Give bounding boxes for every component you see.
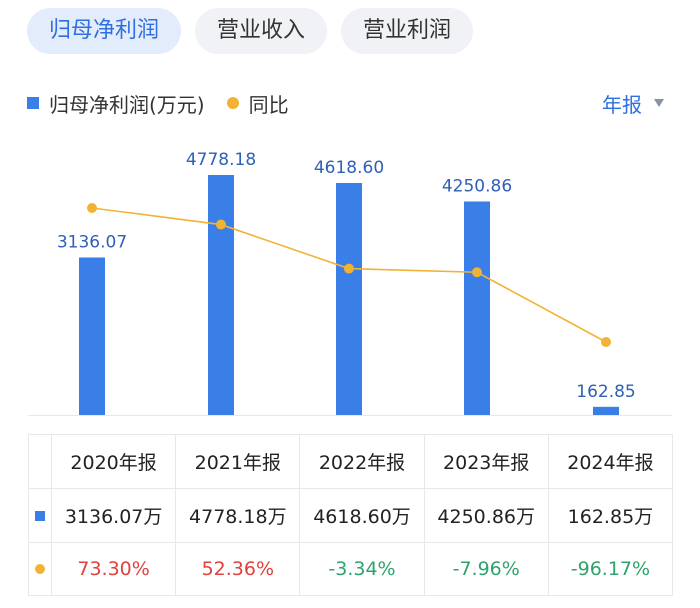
caret-down-icon (654, 99, 664, 107)
table-value-cell: 3136.07万 (51, 489, 175, 542)
yoy-point[interactable] (344, 263, 354, 274)
bar-legend-square-icon (27, 97, 39, 109)
bar[interactable] (593, 406, 619, 415)
bar-data-label: 4778.18 (186, 150, 256, 170)
bar[interactable] (336, 183, 362, 415)
bar[interactable] (79, 257, 105, 415)
table-header-cell: 2023年报 (423, 435, 548, 488)
table-header-cell: 2021年报 (175, 435, 299, 488)
table-value-cell: 162.85万 (547, 489, 672, 542)
table-value-cell: 4250.86万 (423, 489, 548, 542)
table-row-marker (29, 543, 51, 595)
table-yoy-cell: 52.36% (175, 543, 299, 595)
line-dot-icon (35, 564, 45, 574)
period-selector[interactable]: 年报 (602, 88, 664, 118)
tab-operating-profit[interactable]: 营业利润 (341, 8, 474, 54)
bar-square-icon (35, 510, 45, 521)
data-table: 2020年报 2021年报 2022年报 2023年报 2024年报 3136.… (28, 434, 673, 596)
bar-data-label: 4618.60 (314, 158, 384, 178)
period-selector-label: 年报 (602, 92, 642, 117)
bar[interactable] (208, 175, 234, 415)
table-corner-cell (29, 435, 51, 488)
tab-revenue[interactable]: 营业收入 (195, 8, 328, 54)
table-value-cell: 4618.60万 (299, 489, 423, 542)
yoy-point[interactable] (216, 219, 226, 230)
table-yoy-cell: -96.17% (547, 543, 672, 595)
bar[interactable] (464, 201, 490, 415)
line-legend-dot-icon (226, 97, 239, 109)
table-row-yoy: 73.30% 52.36% -3.34% -7.96% -96.17% (29, 543, 672, 595)
bar-data-label: 162.85 (576, 382, 635, 402)
yoy-point[interactable] (87, 203, 97, 213)
profit-chart: 3136.07 4778.18 4618.60 4250.86 162.85 (28, 150, 672, 416)
tab-bar: 归母净利润 营业收入 营业利润 (27, 8, 474, 54)
table-header-cell: 2024年报 (547, 435, 672, 488)
table-value-cell: 4778.18万 (175, 489, 299, 542)
chart-legend: 归母净利润(万元) 同比 (27, 88, 289, 118)
table-yoy-cell: -3.34% (299, 543, 423, 595)
legend-bar-label: 归母净利润(万元) (49, 92, 205, 117)
bar-data-label: 4250.86 (442, 176, 512, 196)
table-header-row: 2020年报 2021年报 2022年报 2023年报 2024年报 (29, 435, 672, 489)
table-yoy-cell: 73.30% (51, 543, 175, 595)
tab-net-profit[interactable]: 归母净利润 (27, 8, 182, 54)
bar-data-label: 3136.07 (57, 232, 127, 252)
table-row-marker (29, 489, 51, 542)
table-header-cell: 2020年报 (51, 435, 175, 488)
table-header-cell: 2022年报 (299, 435, 423, 488)
table-yoy-cell: -7.96% (423, 543, 548, 595)
table-row-value: 3136.07万 4778.18万 4618.60万 4250.86万 162.… (29, 489, 672, 543)
yoy-point[interactable] (601, 337, 611, 347)
legend-line-label: 同比 (248, 92, 289, 117)
yoy-point[interactable] (472, 267, 482, 278)
